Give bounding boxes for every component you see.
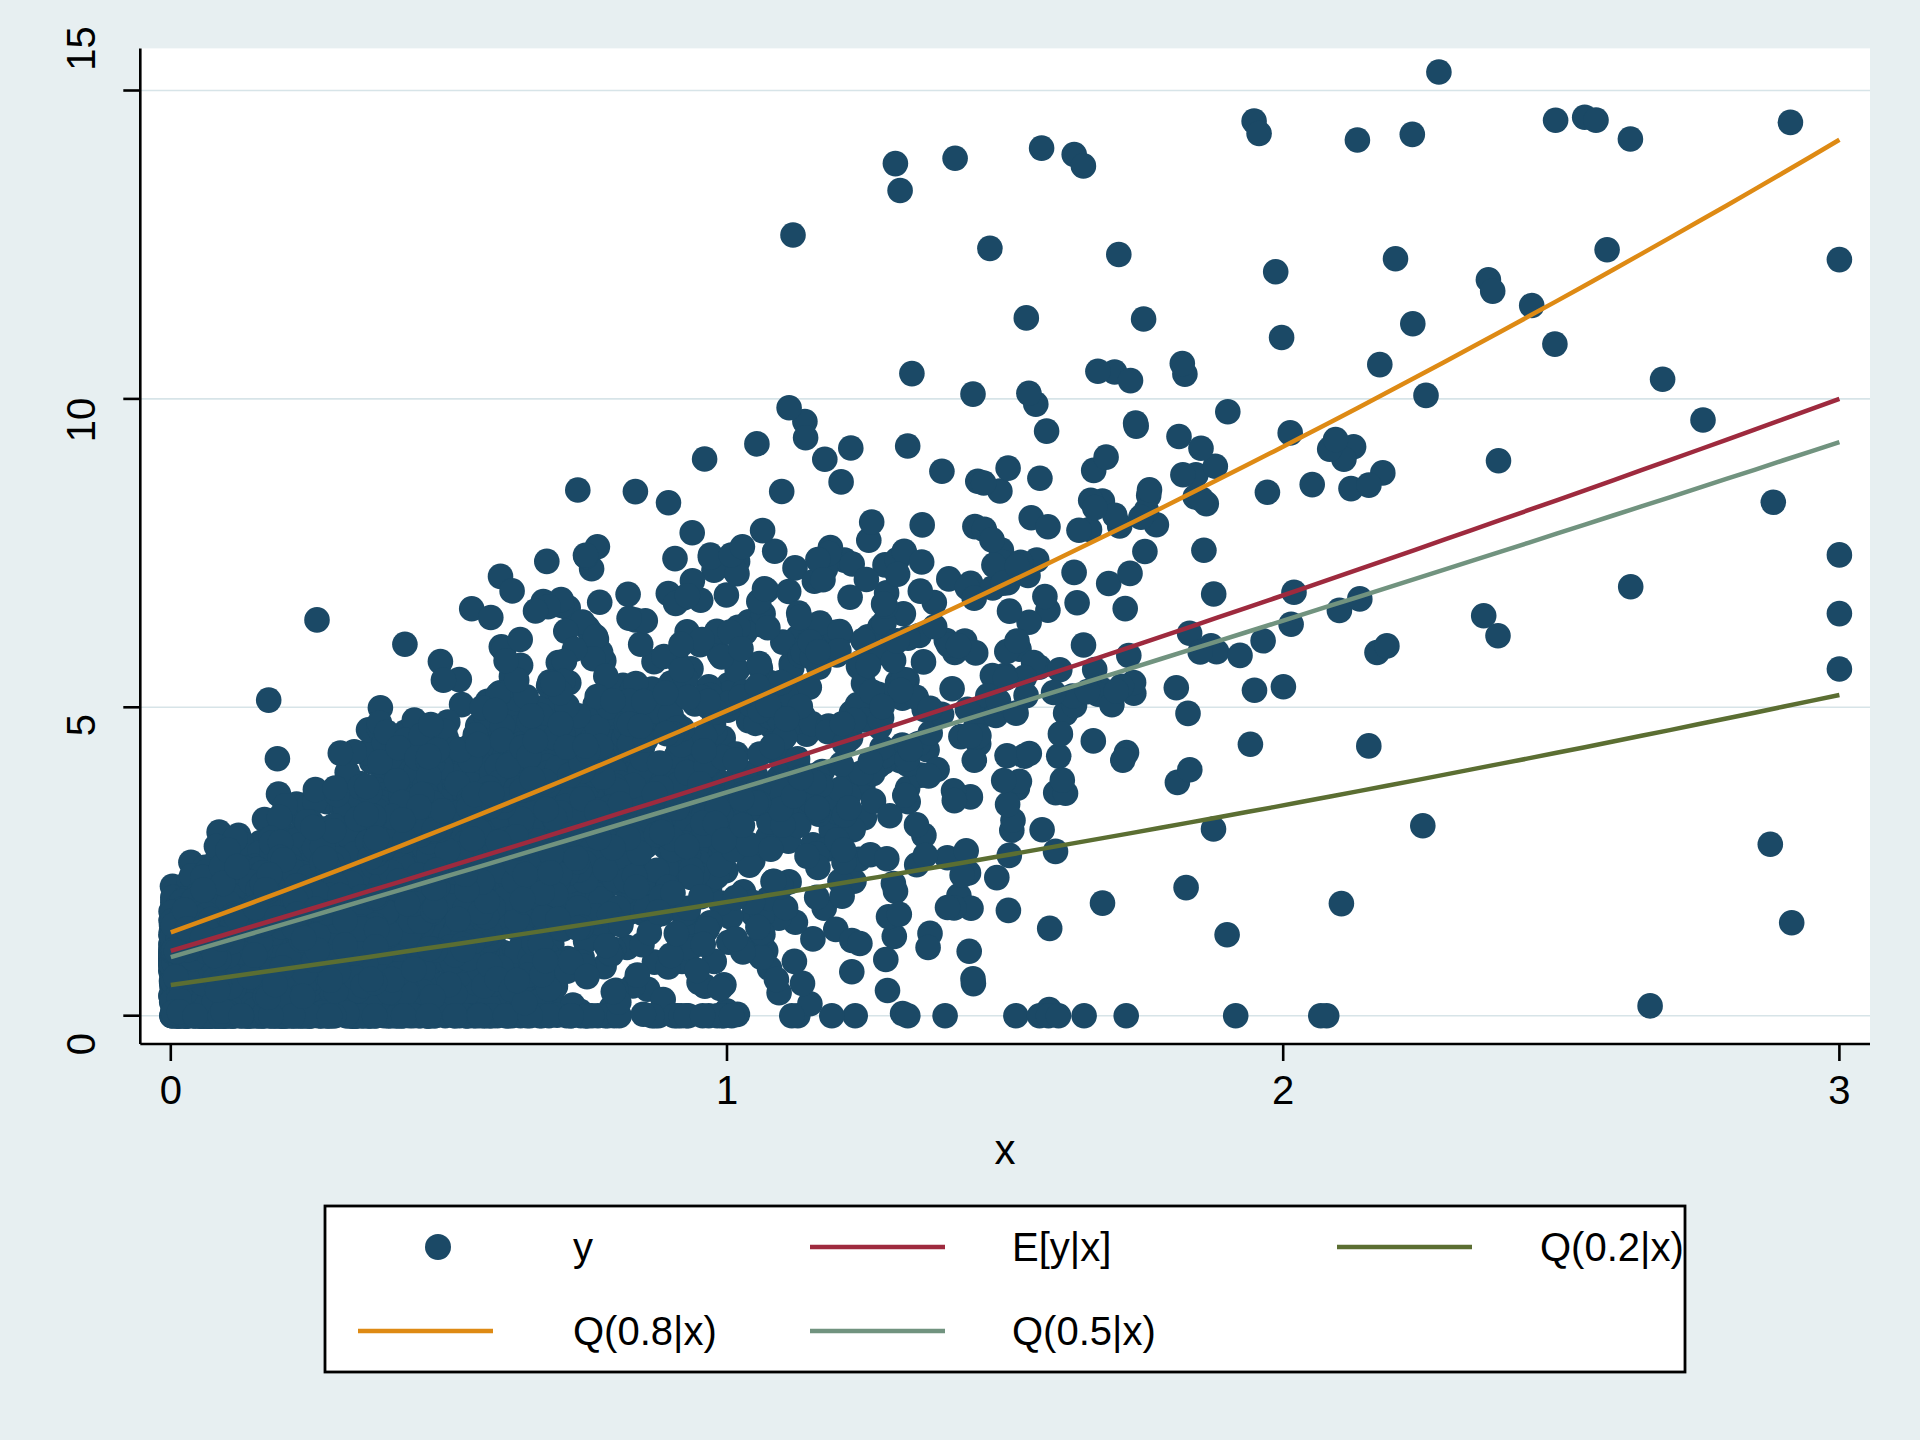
- svg-text:Q(0.5|x): Q(0.5|x): [1012, 1309, 1156, 1353]
- svg-text:Q(0.2|x): Q(0.2|x): [1540, 1225, 1684, 1269]
- svg-text:5: 5: [59, 714, 103, 736]
- svg-text:x: x: [995, 1126, 1016, 1173]
- svg-text:3: 3: [1828, 1068, 1850, 1112]
- svg-text:0: 0: [59, 1033, 103, 1055]
- svg-text:15: 15: [59, 26, 103, 71]
- svg-text:E[y|x]: E[y|x]: [1012, 1225, 1111, 1269]
- svg-text:1: 1: [716, 1068, 738, 1112]
- svg-text:y: y: [573, 1225, 593, 1269]
- svg-text:0: 0: [160, 1068, 182, 1112]
- svg-text:10: 10: [59, 398, 103, 443]
- svg-text:Q(0.8|x): Q(0.8|x): [573, 1309, 717, 1353]
- svg-text:2: 2: [1272, 1068, 1294, 1112]
